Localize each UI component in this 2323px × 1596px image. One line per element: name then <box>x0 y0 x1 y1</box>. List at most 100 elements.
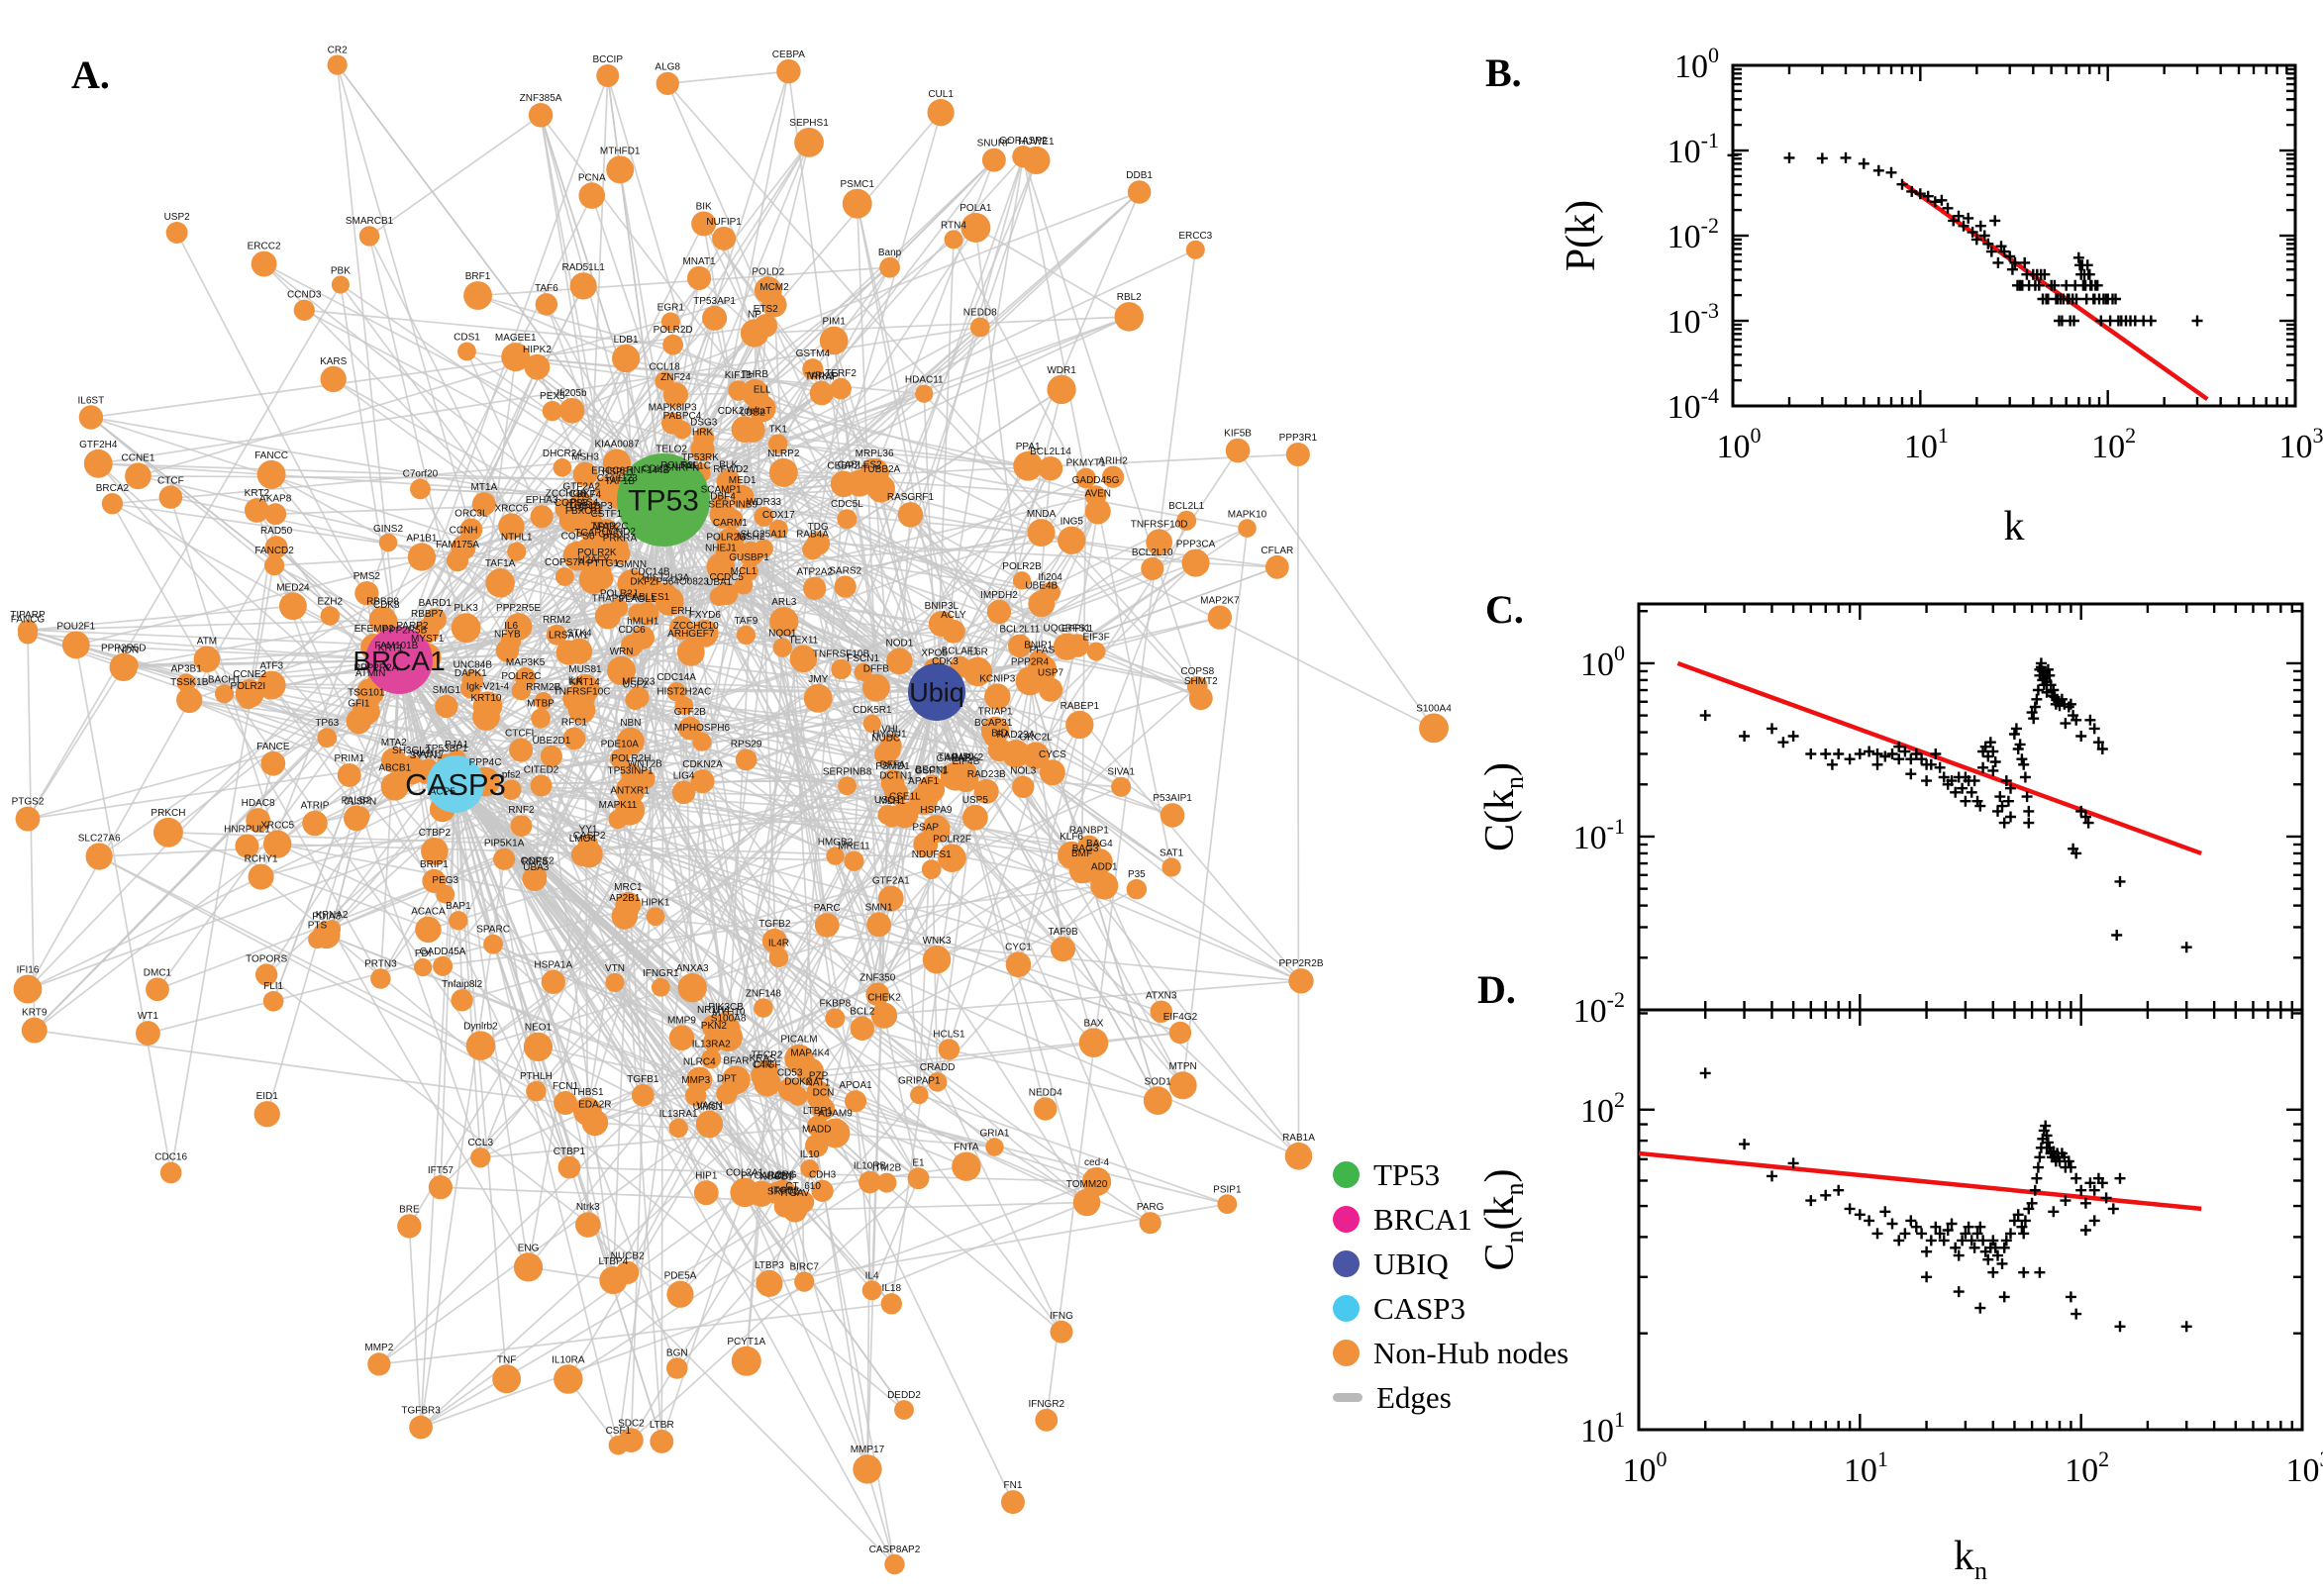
network-node <box>716 527 745 555</box>
panel-d-letter: D. <box>1477 967 1516 1012</box>
network-node-label: TGFB1 <box>627 1074 659 1085</box>
network-node-label: HIST2H2AC <box>656 686 711 697</box>
network-node <box>655 582 677 606</box>
network-node <box>738 541 764 567</box>
network-node-label: PDE10A <box>601 739 640 749</box>
network-node-label: CCNH <box>450 526 478 537</box>
network-node <box>471 492 496 516</box>
network-node-label: HSPA1A <box>534 960 572 971</box>
network-node <box>736 625 757 646</box>
network-node-label: XRCC5 <box>260 820 294 831</box>
network-node <box>731 1346 761 1376</box>
network-node <box>407 543 437 571</box>
network-node-label: PPP4C <box>469 757 502 768</box>
network-node-label: CDKN2A <box>682 759 723 770</box>
network-node-label: BMF <box>1071 848 1092 859</box>
network-node-label: ARHGEF7 <box>667 629 715 640</box>
network-node <box>302 810 328 837</box>
network-node <box>317 728 338 748</box>
network-node-labels: ZNF24 USF2 BCCIP WDR33 POLR2H NAT1 TAF9 WRN RBL2… <box>10 45 1452 1554</box>
network-node <box>1139 1212 1162 1235</box>
network-node <box>712 226 737 250</box>
network-node-label: RFC1 <box>561 718 588 729</box>
network-node-label: IL6R <box>967 648 988 658</box>
node-swatch-icon <box>1333 1161 1360 1188</box>
network-node-label: BFAR <box>723 1055 749 1066</box>
network-node-label: CITED2 <box>524 765 559 776</box>
network-node-label: EGR1 <box>657 302 685 313</box>
network-node <box>877 885 904 912</box>
network-node <box>1034 1097 1058 1121</box>
network-node-label: EZH2 <box>318 596 344 607</box>
network-node <box>248 863 274 890</box>
network-node <box>513 1252 544 1282</box>
network-node <box>865 982 890 1007</box>
network-node-label: PEX5 <box>540 391 565 402</box>
legend-item-label: TP53 <box>1373 1156 1441 1192</box>
network-node-label: IFNGR2 <box>1028 1399 1064 1410</box>
network-node-label: ITM2B <box>872 1163 902 1174</box>
network-node <box>135 1021 160 1047</box>
network-node <box>716 469 741 494</box>
network-node-label: MTA2 <box>381 738 407 748</box>
network-node-label: MAPK11 <box>599 800 638 811</box>
network-node-label: CASP8AP2 <box>869 1545 921 1555</box>
network-node-label: PARG <box>1137 1202 1164 1213</box>
network-node <box>1217 1194 1238 1215</box>
network-node <box>830 377 852 400</box>
network-node-label: ARIH2 <box>1098 456 1128 467</box>
network-node <box>380 772 409 801</box>
network-node <box>1284 1142 1313 1170</box>
network-node <box>1027 519 1056 548</box>
network-node-label: TOMM20 <box>1066 1179 1108 1190</box>
network-node <box>981 148 1006 172</box>
network-node-label: PRKRA <box>603 534 638 545</box>
network-node <box>1114 302 1144 332</box>
network-node-label: BAX <box>1083 1018 1103 1029</box>
network-node <box>709 501 737 529</box>
network-node-label: MAP2K7 <box>1200 595 1240 606</box>
statistics-plots: 100 101 102 10310-410-310-210-1100kP(k)10-2… <box>1477 43 2323 1585</box>
scatter-points <box>1699 1067 2192 1333</box>
network-node-label: KARS <box>320 356 348 367</box>
legend-item-label: Non-Hub nodes <box>1373 1335 1569 1370</box>
network-node-label: USP7 <box>1038 668 1064 679</box>
network-node-label: P53AIP1 <box>1153 793 1192 804</box>
network-node <box>938 844 966 872</box>
svg-text:101: 101 <box>1904 423 1949 465</box>
network-node <box>507 542 527 561</box>
network-node <box>1081 1166 1112 1197</box>
network-node <box>792 1191 815 1214</box>
network-node-label: BCCIP <box>592 54 623 65</box>
x-axis-title: k <box>2004 504 2025 549</box>
network-node-label: TGFB2 <box>758 919 791 930</box>
network-node <box>878 739 901 761</box>
network-node-label: EFEMP2 <box>354 624 394 635</box>
network-node <box>451 989 473 1012</box>
network-node-label: GMNN <box>617 559 648 570</box>
network-node <box>845 1090 867 1113</box>
network-node <box>293 299 315 321</box>
network-node <box>409 1415 433 1440</box>
network-node-label: TSSK1B <box>170 677 209 688</box>
network-node-label: TGFBR3 <box>401 1406 441 1417</box>
network-node <box>370 968 391 989</box>
network-node-label: HIPK2 <box>523 345 552 355</box>
network-node-label: hMLH1 <box>627 616 659 627</box>
network-node <box>1013 450 1044 481</box>
network-node <box>215 684 235 704</box>
network-node <box>660 412 684 435</box>
network-node <box>485 568 515 598</box>
network-node-label: SAT1 <box>1160 848 1184 858</box>
network-node-label: MTHFD1 <box>600 146 641 156</box>
network-node <box>761 292 787 318</box>
network-node-label: RNF2 <box>508 805 535 816</box>
network-node <box>609 598 629 618</box>
network-node <box>861 1280 882 1301</box>
network-node <box>734 575 754 595</box>
network-node <box>530 774 553 797</box>
network-node <box>701 1048 722 1069</box>
network-node <box>244 498 269 523</box>
network-node <box>656 71 679 96</box>
network-node-label: IL10 <box>800 1149 820 1160</box>
